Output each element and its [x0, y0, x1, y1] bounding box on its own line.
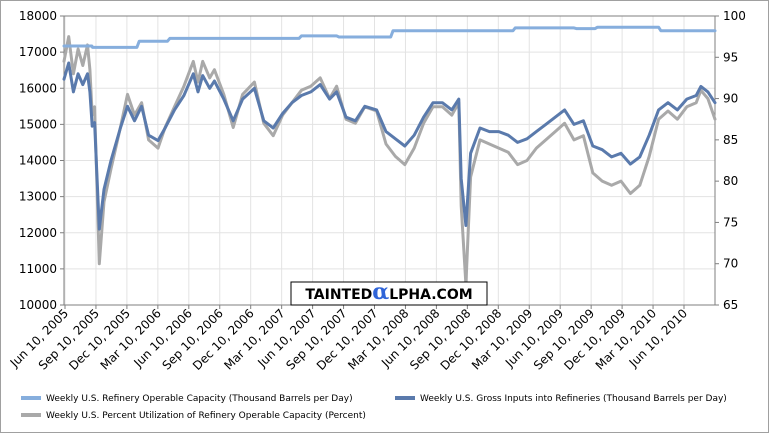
- left-tick-label: 16000: [19, 81, 57, 95]
- right-tick-label: 65: [723, 298, 738, 312]
- series-line-0: [62, 25, 717, 49]
- right-tick-label: 70: [723, 257, 738, 271]
- legend-label: Weekly U.S. Gross Inputs into Refineries…: [420, 394, 727, 404]
- right-tick-label: 80: [723, 174, 738, 188]
- left-tick-label: 18000: [19, 9, 57, 23]
- series-line-1: [62, 61, 717, 231]
- watermark-box: [290, 281, 488, 306]
- legend-label: Weekly U.S. Refinery Operable Capacity (…: [46, 394, 353, 404]
- watermark-logo: TAINTEDαLPHA.COM: [290, 279, 488, 306]
- left-tick-label: 12000: [19, 226, 57, 240]
- right-tick-label: 90: [723, 92, 738, 106]
- legend: Weekly U.S. Refinery Operable Capacity (…: [21, 394, 727, 421]
- left-tick-label: 15000: [19, 117, 57, 131]
- right-tick-label: 100: [723, 9, 746, 23]
- legend-label: Weekly U.S. Percent Utilization of Refin…: [46, 411, 366, 421]
- gridlines: [64, 15, 715, 306]
- right-tick-label: 95: [723, 50, 738, 64]
- right-axis: 65 70 75 80 85 90 95 100: [715, 9, 746, 312]
- right-tick-label: 85: [723, 133, 738, 147]
- left-axis: 10000 11000 12000 13000 14000 15000 16000 17000…: [19, 9, 64, 312]
- right-tick-label: 75: [723, 215, 738, 229]
- left-tick-label: 11000: [19, 262, 57, 276]
- left-tick-label: 10000: [19, 298, 57, 312]
- watermark-text: TAINTEDαLPHA.COM: [305, 279, 472, 305]
- left-tick-label: 17000: [19, 45, 57, 59]
- series-lines: [62, 25, 717, 286]
- left-tick-label: 14000: [19, 154, 57, 168]
- left-tick-label: 13000: [19, 190, 57, 204]
